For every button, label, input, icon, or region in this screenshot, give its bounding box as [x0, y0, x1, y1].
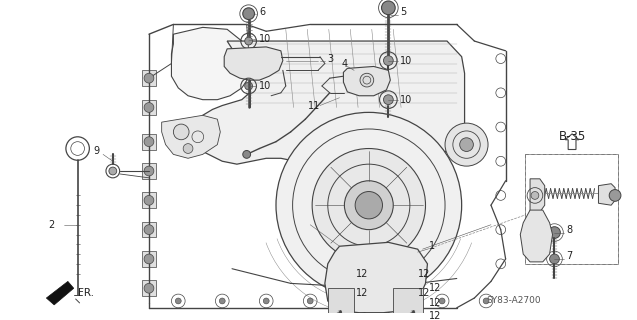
Circle shape: [276, 112, 462, 298]
Circle shape: [609, 189, 621, 201]
Text: 11: 11: [308, 100, 320, 110]
Circle shape: [243, 8, 255, 20]
Circle shape: [460, 138, 473, 151]
Text: 12: 12: [356, 288, 368, 298]
Circle shape: [245, 37, 252, 45]
Polygon shape: [171, 28, 250, 100]
Circle shape: [144, 73, 154, 83]
Circle shape: [355, 192, 382, 219]
Circle shape: [383, 56, 393, 66]
Text: 7: 7: [566, 251, 573, 261]
Text: FR.: FR.: [78, 288, 94, 298]
Bar: [525, 154, 618, 264]
Polygon shape: [325, 242, 427, 313]
Circle shape: [550, 254, 559, 264]
Circle shape: [531, 192, 539, 199]
Circle shape: [483, 298, 489, 304]
Bar: [142, 100, 156, 115]
Bar: [142, 280, 156, 296]
Circle shape: [383, 95, 393, 105]
Circle shape: [383, 317, 393, 320]
Polygon shape: [343, 67, 390, 96]
Circle shape: [439, 298, 445, 304]
Circle shape: [408, 316, 418, 320]
Text: 10: 10: [400, 56, 412, 66]
Bar: [142, 222, 156, 237]
Circle shape: [382, 1, 395, 15]
Circle shape: [109, 167, 117, 175]
Text: 1: 1: [429, 241, 436, 251]
Text: SY83-A2700: SY83-A2700: [486, 296, 541, 306]
Polygon shape: [47, 281, 74, 305]
Text: 12: 12: [356, 268, 368, 279]
Polygon shape: [393, 288, 422, 313]
Bar: [142, 134, 156, 149]
Circle shape: [144, 225, 154, 235]
Circle shape: [445, 123, 488, 166]
Polygon shape: [196, 41, 464, 164]
Polygon shape: [520, 210, 552, 262]
Circle shape: [219, 298, 225, 304]
Text: 10: 10: [259, 34, 271, 44]
Circle shape: [243, 150, 250, 158]
Circle shape: [175, 298, 181, 304]
Text: 12: 12: [429, 311, 442, 320]
Circle shape: [360, 73, 374, 87]
Circle shape: [351, 298, 357, 304]
Text: 9: 9: [93, 147, 99, 156]
Circle shape: [144, 254, 154, 264]
Bar: [142, 70, 156, 86]
Circle shape: [144, 166, 154, 176]
Text: B-35: B-35: [559, 130, 585, 143]
Text: 12: 12: [418, 288, 430, 298]
Bar: [142, 251, 156, 267]
Text: 12: 12: [429, 283, 442, 293]
Text: 10: 10: [400, 95, 412, 105]
Circle shape: [183, 144, 193, 153]
Text: 12: 12: [429, 298, 442, 308]
Polygon shape: [598, 184, 615, 205]
Circle shape: [144, 196, 154, 205]
Polygon shape: [224, 47, 283, 80]
Circle shape: [548, 227, 561, 238]
Text: 6: 6: [259, 7, 266, 17]
Polygon shape: [328, 288, 354, 313]
Circle shape: [345, 181, 393, 230]
Circle shape: [395, 298, 401, 304]
Circle shape: [359, 317, 369, 320]
Circle shape: [307, 298, 313, 304]
Text: 2: 2: [48, 220, 55, 230]
Polygon shape: [530, 179, 545, 212]
Bar: [142, 163, 156, 179]
Bar: [142, 193, 156, 208]
Circle shape: [173, 124, 189, 140]
FancyArrow shape: [565, 134, 579, 149]
Text: 4: 4: [341, 59, 348, 68]
Text: 10: 10: [259, 81, 271, 91]
Text: 12: 12: [418, 268, 430, 279]
Polygon shape: [162, 115, 220, 158]
Text: 3: 3: [328, 54, 334, 64]
Circle shape: [245, 82, 252, 90]
Text: 5: 5: [400, 7, 406, 17]
Circle shape: [144, 284, 154, 293]
Circle shape: [144, 103, 154, 112]
Circle shape: [312, 148, 426, 262]
Text: 8: 8: [566, 225, 572, 235]
Bar: [525, 154, 618, 264]
Circle shape: [263, 298, 269, 304]
Circle shape: [144, 137, 154, 147]
Circle shape: [334, 316, 345, 320]
